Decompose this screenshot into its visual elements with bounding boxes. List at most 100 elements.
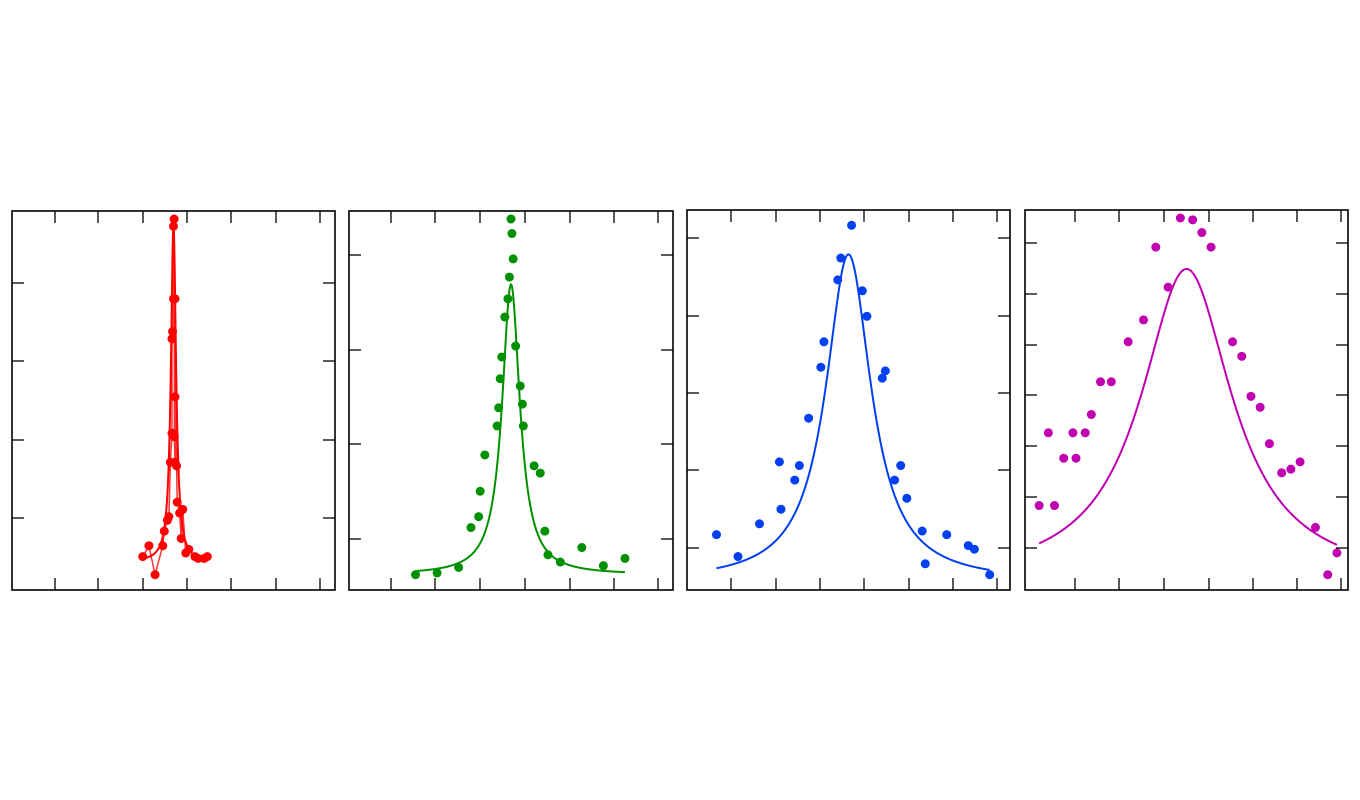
data-point	[598, 561, 608, 571]
data-point	[1295, 457, 1305, 467]
data-point	[159, 526, 169, 536]
data-point	[819, 337, 829, 347]
data-point	[144, 541, 154, 551]
data-point	[454, 562, 464, 572]
data-point	[492, 421, 502, 431]
data-point	[1049, 501, 1059, 511]
data-point	[150, 570, 160, 580]
data-point	[1255, 402, 1265, 412]
data-point	[543, 550, 553, 560]
data-point	[857, 286, 867, 296]
data-point	[518, 421, 528, 431]
data-point	[466, 523, 476, 533]
data-point	[711, 530, 721, 540]
data-point	[169, 432, 179, 442]
data-point	[1237, 351, 1247, 361]
plot-frame	[686, 209, 1011, 591]
data-point	[511, 341, 521, 351]
data-point	[540, 526, 550, 536]
data-point	[847, 220, 857, 230]
data-point	[167, 334, 177, 344]
data-point	[169, 221, 178, 231]
data-point	[517, 399, 527, 409]
data-point	[507, 229, 517, 239]
data-point	[620, 553, 630, 563]
data-point	[1106, 377, 1116, 387]
data-point	[529, 461, 539, 471]
data-point	[1043, 428, 1053, 438]
data-point	[1123, 337, 1133, 347]
data-point	[474, 512, 484, 522]
data-point	[917, 526, 927, 536]
data-point	[172, 461, 182, 471]
data-point	[172, 497, 182, 507]
data-point	[164, 512, 174, 522]
data-point	[836, 253, 846, 263]
data-point	[804, 413, 814, 423]
data-point	[480, 450, 490, 460]
data-point	[184, 544, 194, 554]
data-point	[985, 570, 995, 580]
data-point	[862, 311, 872, 321]
data-point	[1286, 464, 1296, 474]
data-point	[202, 552, 212, 562]
data-point	[1175, 213, 1185, 223]
data-point	[432, 568, 442, 578]
data-point	[158, 541, 168, 551]
data-point	[503, 294, 513, 304]
data-point	[138, 552, 148, 562]
data-point	[733, 552, 743, 562]
data-point	[880, 366, 890, 376]
fit-curve	[1038, 267, 1338, 546]
data-point	[170, 294, 180, 304]
data-point	[1096, 377, 1106, 387]
data-point	[1151, 242, 1161, 252]
data-point	[168, 327, 178, 337]
data-point	[816, 362, 826, 372]
data-point	[1332, 548, 1342, 558]
data-point	[776, 504, 786, 514]
data-point	[169, 214, 179, 224]
chart-panel-1	[11, 210, 336, 591]
data-point	[890, 475, 900, 485]
data-point	[555, 557, 565, 567]
data-point	[794, 461, 804, 471]
data-point	[1068, 428, 1078, 438]
data-point	[495, 374, 505, 384]
data-point	[1034, 501, 1044, 511]
data-point	[754, 519, 764, 529]
data-point	[1197, 228, 1207, 238]
data-point	[494, 403, 504, 413]
data-point	[1080, 428, 1090, 438]
fit-curve	[716, 253, 990, 571]
data-point	[1163, 282, 1173, 292]
data-point	[1323, 570, 1333, 580]
data-point	[1188, 215, 1198, 225]
plot-frame	[11, 210, 336, 591]
data-point	[170, 392, 180, 402]
data-point	[877, 373, 887, 383]
data-point	[508, 254, 518, 264]
data-point	[902, 493, 912, 503]
data-point	[969, 544, 979, 554]
chart-panel-2	[348, 210, 674, 591]
data-point	[1071, 453, 1081, 463]
data-point	[176, 533, 186, 543]
data-point	[500, 312, 510, 322]
data-point	[515, 381, 525, 391]
data-point	[411, 570, 421, 580]
chart-panel-4	[1024, 209, 1349, 591]
chart-panel-3	[686, 209, 1011, 591]
data-point	[774, 457, 784, 467]
data-point	[475, 486, 485, 496]
plot-frame	[348, 210, 674, 591]
data-point	[833, 275, 843, 285]
data-point	[1228, 337, 1238, 347]
data-point	[1206, 242, 1216, 252]
data-point	[942, 530, 952, 540]
data-point	[1059, 453, 1069, 463]
data-point	[1246, 391, 1256, 401]
plot-frame	[1024, 209, 1349, 591]
data-point	[497, 352, 507, 362]
